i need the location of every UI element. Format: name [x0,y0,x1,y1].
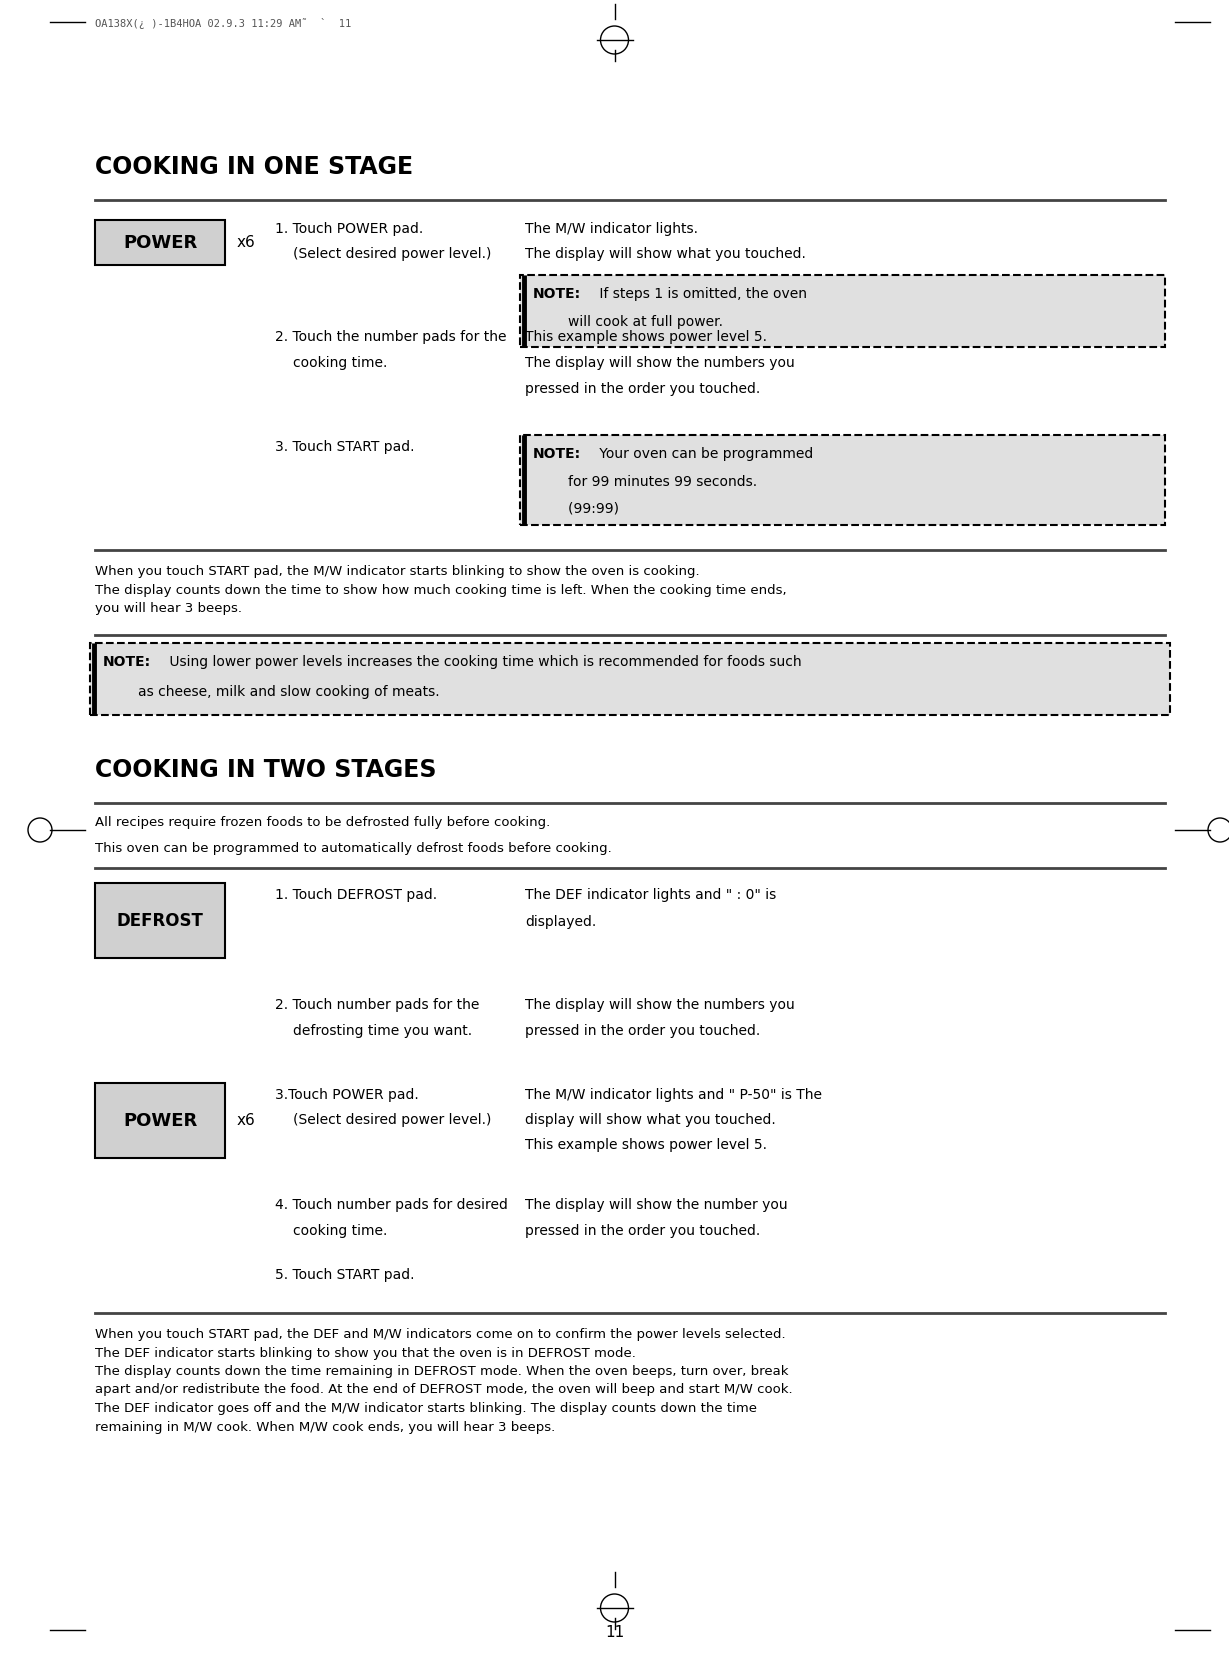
Text: Using lower power levels increases the cooking time which is recommended for foo: Using lower power levels increases the c… [165,656,801,669]
Text: displayed.: displayed. [525,915,596,930]
Text: The display will show the numbers you: The display will show the numbers you [525,355,795,370]
Text: pressed in the order you touched.: pressed in the order you touched. [525,1223,761,1238]
Text: This oven can be programmed to automatically defrost foods before cooking.: This oven can be programmed to automatic… [95,842,612,855]
Bar [90,642,1170,715]
Text: 3. Touch START pad.: 3. Touch START pad. [275,440,414,453]
Text: 5. Touch START pad.: 5. Touch START pad. [275,1268,414,1282]
Text: POWER: POWER [123,1112,197,1129]
Bar [90,642,1170,715]
Text: pressed in the order you touched.: pressed in the order you touched. [525,382,761,397]
Text: 11: 11 [605,1625,624,1640]
Text: The display will show what you touched.: The display will show what you touched. [525,247,806,261]
Text: The M/W indicator lights.: The M/W indicator lights. [525,222,698,236]
Bar [95,1082,225,1159]
Text: NOTE:: NOTE: [533,447,581,461]
Text: (Select desired power level.): (Select desired power level.) [293,247,492,261]
Text: (99:99): (99:99) [533,501,619,516]
Bar [520,276,1165,347]
Text: If steps 1 is omitted, the oven: If steps 1 is omitted, the oven [595,287,807,300]
Text: Your oven can be programmed: Your oven can be programmed [595,447,814,461]
Text: When you touch START pad, the DEF and M/W indicators come on to confirm the powe: When you touch START pad, the DEF and M/… [95,1328,793,1434]
Text: NOTE:: NOTE: [533,287,581,300]
Text: COOKING IN ONE STAGE: COOKING IN ONE STAGE [95,154,413,179]
Text: This example shows power level 5.: This example shows power level 5. [525,1139,767,1152]
Bar [520,435,1165,525]
Text: DEFROST: DEFROST [117,911,204,930]
Bar [520,435,1165,525]
Text: 2. Touch number pads for the: 2. Touch number pads for the [275,998,479,1013]
Bar [95,1082,225,1159]
Text: OA138X(¿ )-1B4HOA 02.9.3 11:29 AM˜  `  11: OA138X(¿ )-1B4HOA 02.9.3 11:29 AM˜ ` 11 [95,18,351,28]
Text: NOTE:: NOTE: [103,656,151,669]
Bar [95,883,225,958]
Text: cooking time.: cooking time. [293,1223,387,1238]
Text: All recipes require frozen foods to be defrosted fully before cooking.: All recipes require frozen foods to be d… [95,817,551,828]
Text: 3.Touch POWER pad.: 3.Touch POWER pad. [275,1087,419,1102]
Bar [520,276,1165,347]
Bar [95,221,225,266]
Text: display will show what you touched.: display will show what you touched. [525,1112,775,1127]
Text: as cheese, milk and slow cooking of meats.: as cheese, milk and slow cooking of meat… [103,686,440,699]
Text: 1. Touch POWER pad.: 1. Touch POWER pad. [275,222,423,236]
Text: The display will show the number you: The display will show the number you [525,1199,788,1212]
Text: 4. Touch number pads for desired: 4. Touch number pads for desired [275,1199,508,1212]
Text: 2. Touch the number pads for the: 2. Touch the number pads for the [275,330,506,344]
Text: x6: x6 [237,236,256,251]
Text: pressed in the order you touched.: pressed in the order you touched. [525,1024,761,1038]
Bar [95,221,225,266]
Bar [95,883,225,958]
Text: cooking time.: cooking time. [293,355,387,370]
Text: The M/W indicator lights and " P-50" is The: The M/W indicator lights and " P-50" is … [525,1087,822,1102]
Text: The display will show the numbers you: The display will show the numbers you [525,998,795,1013]
Text: for 99 minutes 99 seconds.: for 99 minutes 99 seconds. [533,475,757,490]
Text: will cook at full power.: will cook at full power. [533,315,723,329]
Text: (Select desired power level.): (Select desired power level.) [293,1112,492,1127]
Text: 1. Touch DEFROST pad.: 1. Touch DEFROST pad. [275,888,438,901]
Text: x6: x6 [237,1112,256,1129]
Text: This example shows power level 5.: This example shows power level 5. [525,330,767,344]
Text: POWER: POWER [123,234,197,252]
Text: defrosting time you want.: defrosting time you want. [293,1024,472,1038]
Text: COOKING IN TWO STAGES: COOKING IN TWO STAGES [95,759,436,782]
Text: When you touch START pad, the M/W indicator starts blinking to show the oven is : When you touch START pad, the M/W indica… [95,564,787,614]
Text: The DEF indicator lights and " : 0" is: The DEF indicator lights and " : 0" is [525,888,777,901]
